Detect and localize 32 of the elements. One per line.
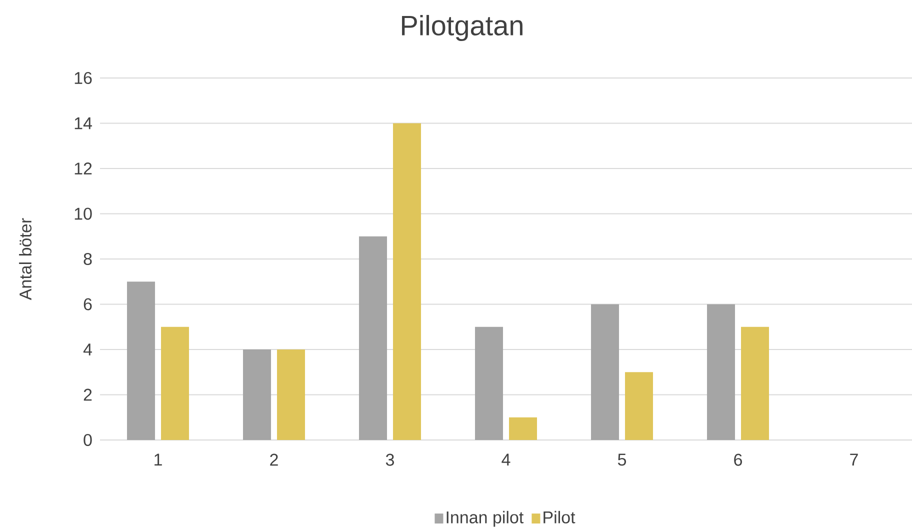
y-tick-label: 16 <box>74 72 92 84</box>
chart-title: Pilotgatan <box>402 14 522 42</box>
x-tick-label: 4 <box>502 454 510 466</box>
x-tick-label: 2 <box>270 454 278 466</box>
y-tick-label: 6 <box>84 298 92 310</box>
bar <box>393 123 422 440</box>
bar <box>161 326 190 440</box>
y-tick-label: 12 <box>74 162 92 174</box>
bar <box>243 349 272 440</box>
y-tick-label: 14 <box>74 117 92 130</box>
y-tick-label: 10 <box>74 208 92 220</box>
legend-label: Innan pilot <box>446 510 524 527</box>
x-tick-label: 5 <box>618 454 626 466</box>
bar <box>591 304 619 440</box>
x-tick-label: 6 <box>734 454 742 466</box>
bar <box>127 282 156 440</box>
bar <box>625 372 653 440</box>
bar <box>740 326 769 440</box>
bar <box>475 326 503 440</box>
y-tick-label: 8 <box>84 252 92 266</box>
x-tick-label: 3 <box>386 454 394 466</box>
y-tick-label: 0 <box>84 434 92 446</box>
x-tick-label: 1 <box>154 454 162 466</box>
legend-label: Pilot <box>544 510 576 524</box>
y-axis-title: Antal böter <box>19 218 32 300</box>
bar <box>359 236 388 440</box>
bar <box>509 417 537 440</box>
x-tick-label: 7 <box>850 454 858 466</box>
bar <box>706 304 735 440</box>
y-tick-label: 4 <box>83 344 92 356</box>
y-tick-label: 2 <box>84 388 92 401</box>
bar <box>277 349 306 440</box>
